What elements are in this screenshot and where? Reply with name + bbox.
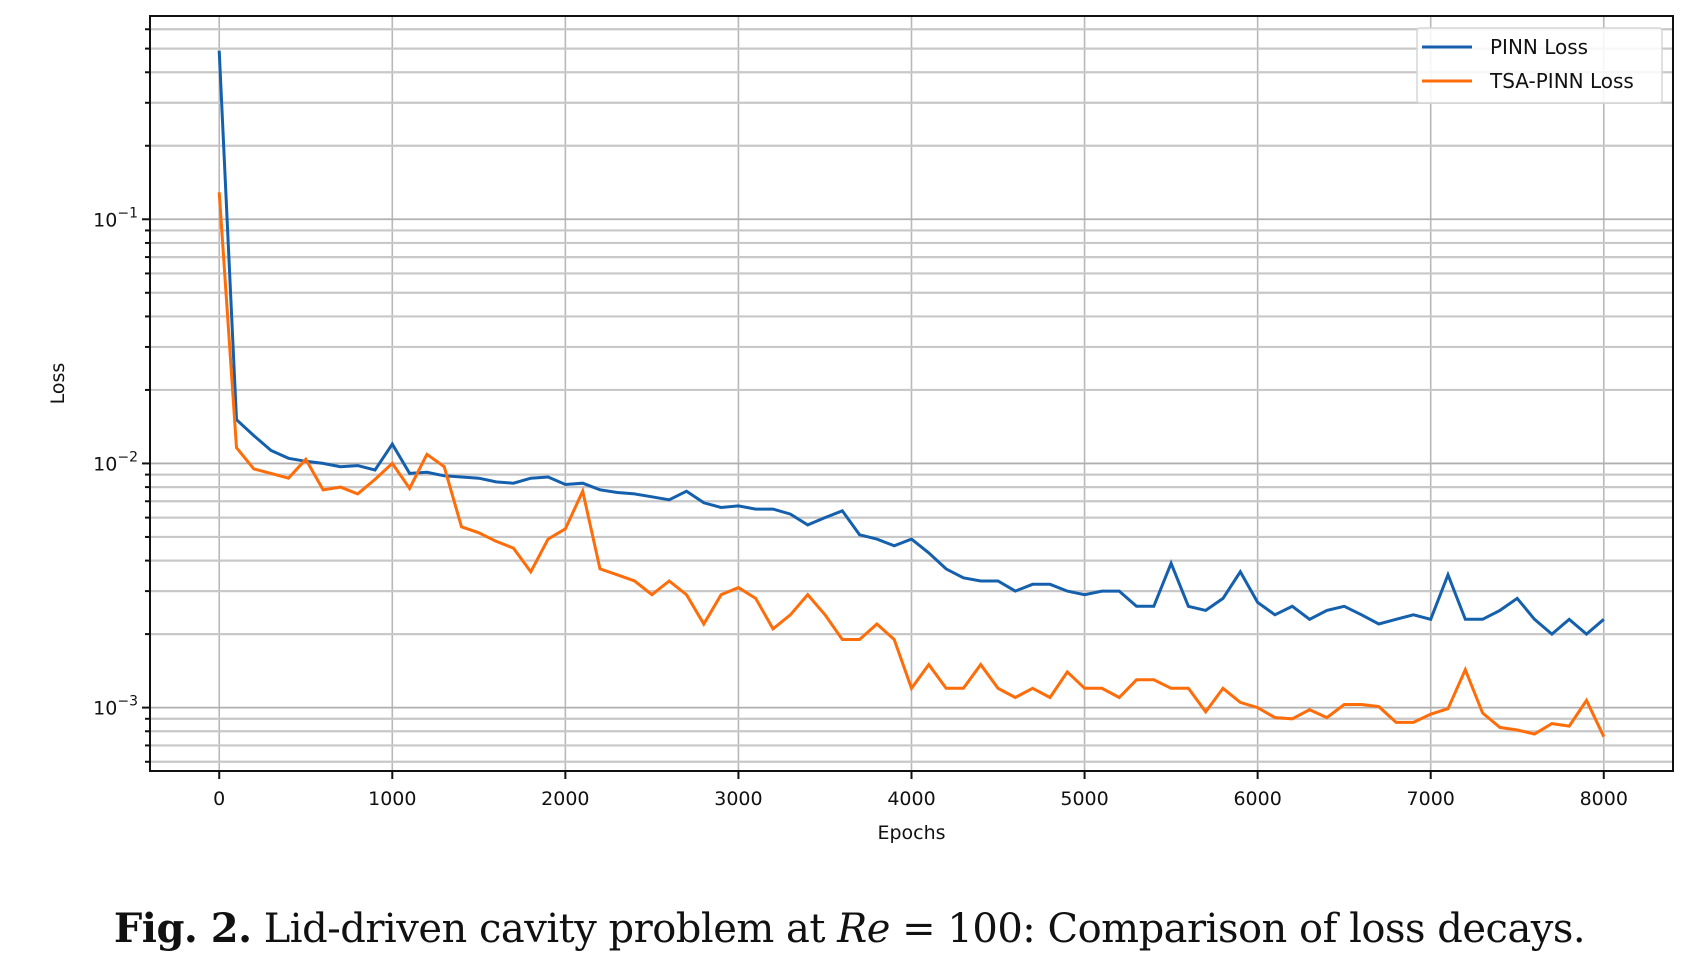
- y-tick-label: 10−1: [93, 205, 138, 231]
- grid: [150, 16, 1673, 771]
- x-tick-label: 5000: [1060, 788, 1108, 810]
- caption-text-before: Lid-driven cavity problem at: [251, 906, 838, 952]
- x-tick-label: 7000: [1407, 788, 1455, 810]
- x-tick-label: 2000: [541, 788, 589, 810]
- figure-label: Fig. 2.: [113, 905, 252, 952]
- figure-caption: Fig. 2. Lid-driven cavity problem at Re …: [0, 905, 1699, 952]
- y-tick-label: 10−2: [93, 449, 138, 475]
- legend-label-pinn: PINN Loss: [1490, 35, 1588, 59]
- x-tick-label: 8000: [1580, 788, 1628, 810]
- legend: PINN Loss TSA-PINN Loss: [1416, 27, 1663, 104]
- x-axis-label: Epochs: [877, 822, 945, 844]
- x-tick-label: 0: [213, 788, 225, 810]
- ticks: 0 1000 2000 3000 4000 5000 6000 7000 8000 10−1 10−…: [93, 28, 1628, 810]
- x-tick-label: 3000: [714, 788, 762, 810]
- caption-text-after: : Comparison of loss decays.: [1022, 906, 1586, 952]
- series-layer: [217, 50, 1606, 738]
- loss-chart: 0 1000 2000 3000 4000 5000 6000 7000 8000 10−1 10−…: [47, 15, 1674, 844]
- legend-box: [1416, 27, 1663, 104]
- caption-math-value: = 100: [889, 906, 1023, 952]
- y-tick-label: 10−3: [93, 694, 138, 720]
- x-tick-label: 1000: [368, 788, 416, 810]
- x-tick-label: 4000: [887, 788, 935, 810]
- legend-label-tsa-pinn: TSA-PINN Loss: [1489, 69, 1634, 93]
- caption-math-variable: Re: [837, 906, 890, 952]
- x-tick-label: 6000: [1233, 788, 1281, 810]
- y-axis-label: Loss: [47, 363, 69, 405]
